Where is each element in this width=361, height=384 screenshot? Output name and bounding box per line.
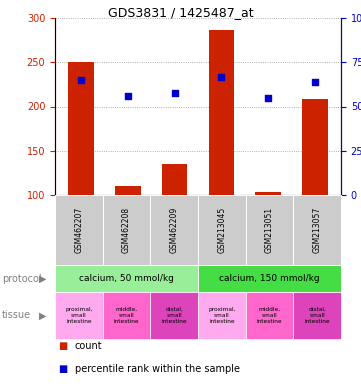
Text: middle,
small
intestine: middle, small intestine [257, 307, 282, 324]
Text: percentile rank within the sample: percentile rank within the sample [75, 364, 240, 374]
Bar [162, 164, 187, 195]
Text: GSM462207: GSM462207 [74, 207, 83, 253]
Bar [302, 99, 328, 195]
Point [218, 74, 224, 80]
Text: GSM213051: GSM213051 [265, 207, 274, 253]
Point [78, 77, 84, 83]
Point [312, 79, 318, 85]
Text: proximal,
small
intestine: proximal, small intestine [65, 307, 92, 324]
Text: calcium, 150 mmol/kg: calcium, 150 mmol/kg [219, 274, 320, 283]
Text: GSM462208: GSM462208 [122, 207, 131, 253]
Text: GSM213045: GSM213045 [217, 207, 226, 253]
Text: ▶: ▶ [39, 311, 46, 321]
Text: ■: ■ [58, 341, 68, 351]
Text: ▶: ▶ [39, 273, 46, 283]
Text: count: count [75, 341, 103, 351]
Bar [256, 192, 281, 195]
Text: GSM213057: GSM213057 [313, 207, 322, 253]
Text: ■: ■ [58, 364, 68, 374]
Bar [68, 62, 94, 195]
Point [265, 94, 271, 101]
Text: calcium, 50 mmol/kg: calcium, 50 mmol/kg [79, 274, 174, 283]
Text: distal,
small
intestine: distal, small intestine [161, 307, 187, 324]
Text: tissue: tissue [2, 311, 31, 321]
Text: GDS3831 / 1425487_at: GDS3831 / 1425487_at [108, 6, 253, 19]
Bar [209, 30, 234, 195]
Point [125, 93, 131, 99]
Point [172, 90, 178, 96]
Bar [115, 186, 140, 195]
Text: distal,
small
intestine: distal, small intestine [304, 307, 330, 324]
Text: protocol: protocol [2, 273, 42, 283]
Text: proximal,
small
intestine: proximal, small intestine [208, 307, 236, 324]
Text: middle,
small
intestine: middle, small intestine [114, 307, 139, 324]
Text: GSM462209: GSM462209 [170, 207, 179, 253]
